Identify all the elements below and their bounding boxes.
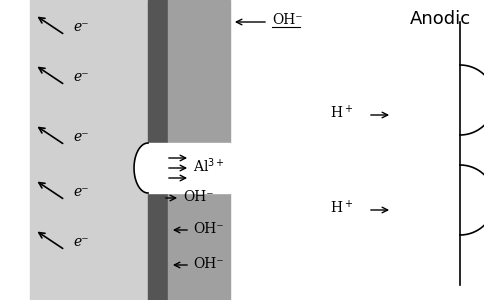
- Text: e⁻: e⁻: [73, 130, 89, 144]
- Text: H$^+$: H$^+$: [330, 199, 353, 217]
- Text: OH⁻: OH⁻: [193, 257, 224, 271]
- Text: Anodic: Anodic: [409, 10, 470, 28]
- Text: e⁻: e⁻: [73, 185, 89, 199]
- Polygon shape: [134, 143, 148, 193]
- Bar: [168, 193, 230, 300]
- Bar: [168, 0, 230, 143]
- Bar: [148, 143, 230, 193]
- Text: H$^+$: H$^+$: [330, 104, 353, 122]
- Text: e⁻: e⁻: [73, 70, 89, 84]
- Text: e⁻: e⁻: [73, 235, 89, 249]
- Bar: [148, 193, 168, 300]
- Bar: [148, 0, 168, 143]
- Text: e⁻: e⁻: [73, 20, 89, 34]
- Text: OH⁻: OH⁻: [193, 222, 224, 236]
- Bar: [30, 0, 148, 300]
- Text: OH⁻: OH⁻: [272, 13, 302, 27]
- Text: OH⁻: OH⁻: [183, 190, 213, 204]
- Text: Al$^{3+}$: Al$^{3+}$: [193, 157, 225, 175]
